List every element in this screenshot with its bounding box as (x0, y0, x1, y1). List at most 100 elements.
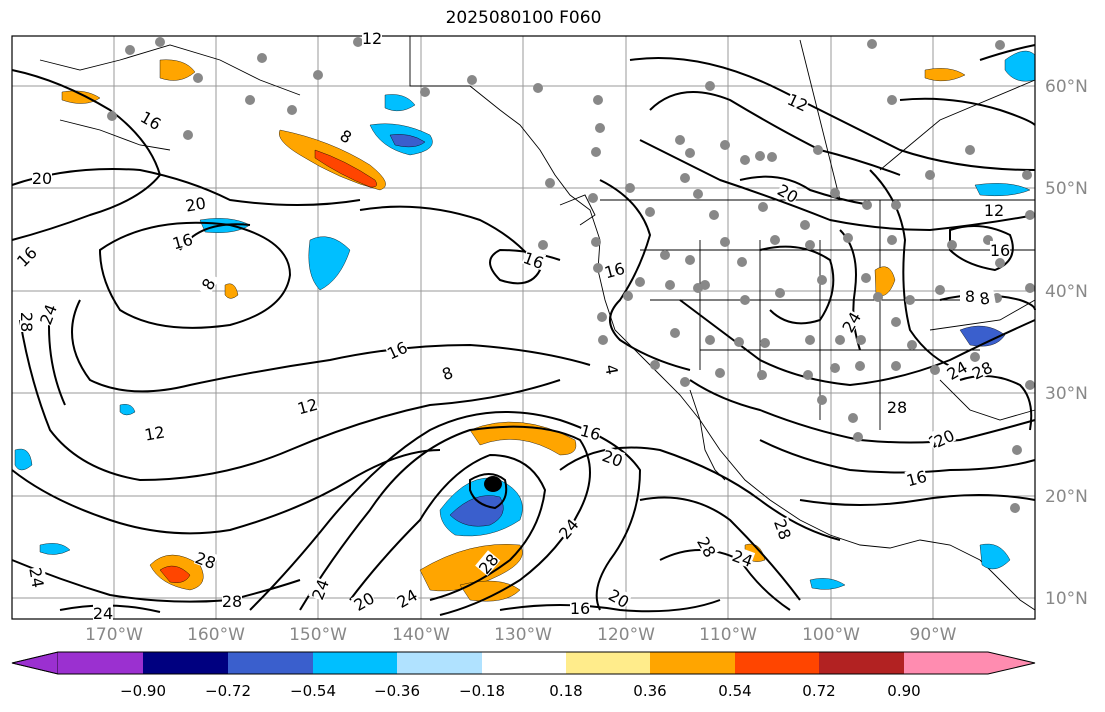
lat-label-40n: 40°N (1045, 282, 1088, 302)
contour-label: 28 (222, 592, 242, 611)
colorbar-swatch (143, 652, 228, 674)
contour-label-bg (969, 357, 995, 381)
contour-label-bg (28, 566, 48, 589)
contour-label-bg (602, 258, 626, 280)
colorbar-swatch (735, 652, 819, 674)
lon-label-140w: 140°W (392, 625, 450, 645)
shade-darkblue-epac (389, 134, 426, 148)
contour-label-bg (943, 357, 970, 382)
contour-label-bg (32, 169, 52, 185)
contour-label: 8 (978, 288, 991, 308)
colorbar-swatch (819, 652, 904, 674)
colorbar-tick-label: 0.72 (802, 682, 836, 700)
contour-label-bg (295, 394, 319, 416)
contour-label: 16 (602, 259, 627, 283)
contour-label-bg (960, 287, 980, 303)
contour-label: 24 (93, 604, 113, 623)
shade-blue-caribbean (979, 543, 1011, 570)
contour-label-bg (887, 398, 907, 414)
colorbar-swatch (904, 652, 1035, 674)
contour-label-bg (990, 241, 1010, 257)
colorbar-tick-label: 0.18 (549, 682, 583, 700)
contour-label-bg (333, 123, 360, 148)
contour-label-bg (193, 548, 219, 571)
map-title: 2025080100 F060 (445, 8, 602, 28)
contour-label: 12 (984, 201, 1004, 220)
contour-label: 16 (578, 421, 603, 445)
contour-label: 24 (25, 566, 47, 589)
contour-label-bg (521, 248, 547, 271)
colorbar (11, 651, 1036, 675)
contour-label: 12 (143, 422, 166, 444)
contour-label-bg (579, 420, 603, 442)
lon-label-150w: 150°W (289, 625, 347, 645)
colorbar-tick-label: −0.36 (374, 682, 420, 700)
lon-label-120w: 120°W (597, 625, 655, 645)
colorbar-tick-label: −0.18 (459, 682, 505, 700)
lon-label-160w: 160°W (187, 625, 245, 645)
contour-label-bg (606, 585, 633, 610)
shade-orange-storm-south (419, 544, 523, 592)
contour-label-bg (600, 446, 626, 469)
contour-label: 4 (601, 363, 621, 376)
contour-label: 8 (965, 287, 975, 306)
lat-label-30n: 30°N (1045, 384, 1088, 404)
contour-label-bg (904, 466, 928, 488)
contour-label-bg (362, 29, 382, 45)
contour-label-bg (36, 301, 59, 327)
shade-orange-alaska (159, 59, 196, 81)
contour-label: 20 (32, 169, 52, 188)
shade-blue-hawaii-west (14, 448, 33, 471)
contour-label: 12 (362, 29, 382, 48)
contour-label-bg (222, 592, 242, 608)
colorbar-tick-label: 0.54 (718, 682, 752, 700)
storm-center-marker (484, 476, 502, 492)
contour-label: 16 (570, 599, 590, 618)
colorbar-swatch (566, 652, 650, 674)
contour-label-bg (785, 89, 811, 113)
contour-label-bg (838, 308, 863, 335)
contour-label-bg (184, 193, 207, 213)
lat-label-20n: 20°N (1045, 487, 1088, 507)
contour-label-bg (93, 604, 113, 620)
colorbar-tick-label: 0.36 (633, 682, 667, 700)
contour-label: 28 (17, 312, 36, 332)
contour-label: 12 (295, 395, 320, 419)
contour-label-bg (775, 180, 802, 205)
lat-label-60n: 60°N (1045, 77, 1088, 97)
contour-label-bg (308, 576, 331, 602)
contour-label-bg (170, 229, 194, 251)
shade-orange-storm-tail (459, 580, 521, 602)
colorbar-outline (11, 651, 1036, 675)
contour-label: 16 (170, 230, 195, 254)
contour-label-bg (475, 550, 501, 576)
shaded-fields (14, 50, 1036, 602)
contour-label-bg (393, 585, 420, 610)
colorbar-swatch (11, 651, 59, 675)
colorbar-swatch (650, 652, 735, 674)
contour-label-bg (931, 425, 957, 449)
shade-blue-alaska (384, 94, 416, 112)
contour-label-bg (434, 361, 460, 384)
shade-orange-canada (924, 68, 966, 82)
contour-label-bg (555, 515, 581, 541)
colorbar-swatch (397, 652, 482, 674)
contour-label-bg (603, 358, 623, 381)
contour-label-bg (138, 107, 165, 132)
contour-label-bg (195, 270, 220, 297)
shade-blue-mid1 (308, 236, 351, 291)
lat-label-10n: 10°N (1045, 589, 1088, 609)
contour-label-bg (570, 599, 590, 615)
contour-label-bg (772, 516, 795, 542)
shade-blue-canada (974, 183, 1031, 197)
shade-blue-sw (39, 543, 71, 555)
contour-label-bg (13, 243, 39, 269)
contour-label-bg (730, 546, 756, 569)
contour-label: 16 (990, 241, 1010, 260)
lon-label-90w: 90°W (909, 625, 957, 645)
contour-label-bg (384, 337, 410, 361)
colorbar-swatch (228, 652, 313, 674)
colorbar-tick-label: −0.54 (290, 682, 336, 700)
lon-label-110w: 110°W (699, 625, 757, 645)
